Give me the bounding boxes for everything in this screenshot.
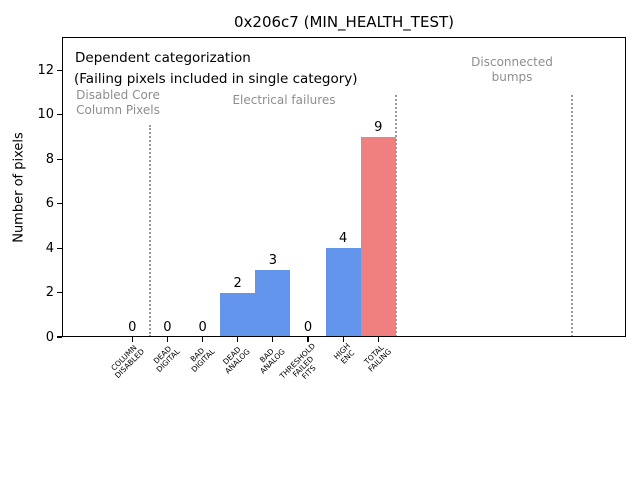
y-tick-label: 8 [45,151,54,167]
y-tick-label: 2 [45,285,54,301]
y-tick-label: 12 [37,62,54,78]
y-tick-mark [57,291,62,294]
x-tick-mark [307,337,309,342]
bar-value-label: 2 [233,275,242,291]
annotation-subheader: (Failing pixels included in single categ… [74,71,358,87]
x-tick-mark [201,337,204,342]
x-tick-mark [272,337,274,342]
x-tick-mark [377,337,379,342]
group-separator [148,125,151,337]
y-tick-label: 10 [37,107,54,123]
bar-value-label: 0 [303,320,313,335]
x-tick-label: COLUMN DISABLED [109,343,147,381]
group-label-disconnected-bumps: Disconnected bumps [471,55,553,84]
plot-frame [62,37,626,337]
y-tick-mark [57,69,62,71]
group-label-disabled-core-column-pixels: Disabled Core Column Pixels [76,88,160,117]
y-tick-mark [57,336,62,338]
bar [360,137,396,337]
bar-value-label: 4 [338,231,348,247]
chart-title: 0x206c7 (MIN_HEALTH_TEST) [234,13,454,31]
bar-value-label: 0 [128,320,137,335]
bar [325,248,361,337]
bar-value-label: 0 [198,320,207,335]
y-tick-label: 6 [45,196,54,212]
group-separator [570,95,573,337]
y-axis-label: Number of pixels [11,132,27,243]
x-tick-mark [131,337,133,342]
y-tick-label: 4 [45,240,54,256]
x-tick-label: HIGH ENC [331,341,357,366]
y-tick-mark [57,114,62,116]
x-tick-mark [237,337,239,342]
bar-value-label: 9 [374,120,383,135]
annotation-header: Dependent categorization [75,50,251,66]
y-tick-mark [57,203,62,205]
x-tick-label: BAD DIGITAL [188,345,217,375]
y-tick-label: 0 [45,329,54,345]
x-tick-label: TOTAL FAILING [362,343,393,374]
bar-value-label: 0 [163,320,172,335]
x-tick-label: DEAD DIGITAL [151,344,182,375]
x-tick-mark [166,337,169,342]
bar [255,270,291,337]
y-tick-mark [57,247,62,249]
y-tick-mark [57,158,62,160]
group-label-electrical-failures: Electrical failures [232,93,336,107]
x-tick-label: THRESHOLD FAILED FITS [277,341,318,382]
bar-value-label: 3 [268,253,278,269]
bar [220,292,256,337]
x-tick-mark [342,337,344,342]
x-tick-label: DEAD ANALOG [221,344,253,376]
group-separator [395,95,397,337]
